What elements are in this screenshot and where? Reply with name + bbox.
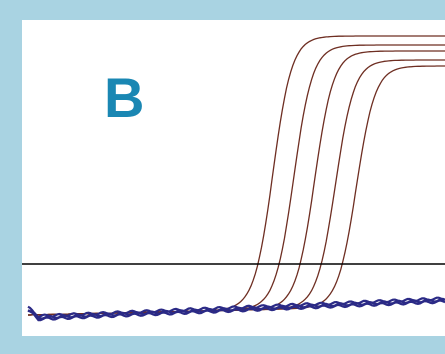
panel-label: B (104, 66, 145, 129)
amplification-curve-2 (28, 44, 445, 316)
amplification-curve-5 (28, 65, 445, 316)
amplification-curve-1 (28, 35, 445, 316)
chart-panel: B (22, 20, 445, 336)
curves-group (27, 35, 445, 322)
baseline-curve-7 (27, 299, 445, 322)
amplification-curve-3 (28, 50, 445, 316)
baseline-curve-8 (27, 296, 445, 319)
amplification-curve-4 (28, 59, 445, 316)
amplification-plot (22, 35, 445, 322)
